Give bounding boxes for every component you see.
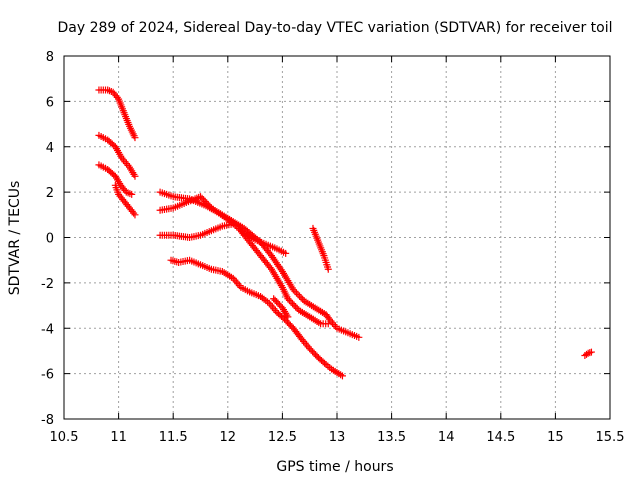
data-point — [338, 372, 346, 380]
series-arc4 — [111, 181, 139, 219]
x-tick-label: 13 — [329, 430, 346, 445]
y-tick-label: 0 — [46, 232, 54, 247]
data-point — [355, 333, 363, 341]
x-tick-label: 15.5 — [596, 430, 625, 445]
series-arc11 — [581, 348, 595, 359]
chart-title: Day 289 of 2024, Sidereal Day-to-day VTE… — [57, 20, 612, 36]
data-point — [197, 193, 204, 201]
series-arc5 — [156, 188, 363, 341]
data-point — [284, 313, 292, 321]
y-tick-labels: -8 -6 -4 -2 0 2 4 6 8 — [41, 50, 54, 428]
data-point — [200, 196, 208, 204]
axis-ticks — [63, 55, 611, 420]
y-tick-label: -2 — [41, 277, 54, 292]
y-tick-label: -8 — [41, 413, 54, 428]
data-point — [198, 194, 206, 202]
data-point — [131, 134, 139, 142]
y-tick-label: 8 — [46, 50, 54, 65]
data-point — [113, 93, 121, 101]
data-point — [289, 300, 297, 308]
y-tick-label: 2 — [46, 186, 54, 201]
y-tick-label: -4 — [41, 322, 54, 337]
data-point — [131, 211, 139, 219]
series-arc6 — [156, 193, 332, 328]
data-point — [292, 289, 300, 297]
data-point — [121, 158, 129, 166]
x-tick-label: 12.5 — [268, 430, 297, 445]
data-point — [271, 307, 279, 315]
x-tick-label: 10.5 — [50, 430, 79, 445]
x-axis-label: GPS time / hours — [276, 459, 393, 475]
data-point — [303, 341, 311, 349]
x-tick-labels: 10.5 11 11.5 12 12.5 13 13.5 14 14.5 15 15.5 — [50, 430, 625, 445]
data-point — [128, 190, 136, 198]
y-tick-label: 6 — [46, 95, 54, 110]
y-tick-label: 4 — [46, 141, 54, 156]
x-tick-label: 13.5 — [377, 430, 406, 445]
data-point — [296, 292, 304, 300]
data-point — [587, 348, 595, 356]
data-point — [234, 280, 242, 288]
data-point — [268, 303, 276, 311]
series-arc8 — [167, 256, 346, 380]
data-point — [126, 190, 134, 198]
grid-lines — [64, 56, 610, 419]
series-arc3 — [95, 161, 136, 198]
data-point — [294, 291, 302, 299]
data-point — [583, 350, 591, 358]
data-point — [301, 339, 309, 347]
series-arc7 — [156, 220, 290, 257]
x-tick-label: 15 — [547, 430, 564, 445]
data-point — [292, 303, 300, 311]
data-point — [285, 296, 293, 304]
x-tick-label: 14 — [438, 430, 455, 445]
data-point — [270, 305, 278, 313]
data-point — [130, 209, 138, 217]
data-point — [266, 264, 274, 272]
data-point — [287, 298, 295, 306]
x-tick-label: 12 — [220, 430, 237, 445]
data-point — [106, 87, 113, 95]
x-tick-label: 11.5 — [159, 430, 188, 445]
data-point — [232, 278, 240, 286]
data-point — [122, 160, 130, 168]
data-point — [284, 295, 292, 303]
data-point — [201, 198, 209, 206]
data-markers — [95, 86, 595, 380]
data-point — [282, 249, 290, 257]
data-point — [131, 172, 139, 180]
x-tick-label: 14.5 — [486, 430, 515, 445]
x-tick-label: 11 — [110, 430, 127, 445]
data-point — [297, 294, 305, 302]
data-point — [330, 321, 338, 329]
data-point — [324, 265, 332, 273]
series-arc9 — [270, 295, 292, 321]
data-point — [289, 286, 297, 294]
data-point — [204, 201, 212, 209]
data-point — [324, 320, 332, 328]
data-point — [290, 301, 298, 309]
y-axis-label: SDTVAR / TECUs — [7, 181, 23, 296]
series-arc2 — [95, 131, 139, 180]
data-point — [267, 301, 275, 309]
series-arc1 — [95, 86, 139, 142]
data-point — [203, 199, 211, 207]
data-point — [291, 287, 299, 295]
y-tick-label: -6 — [41, 368, 54, 383]
series-arc10 — [309, 224, 332, 273]
data-point — [328, 319, 336, 327]
